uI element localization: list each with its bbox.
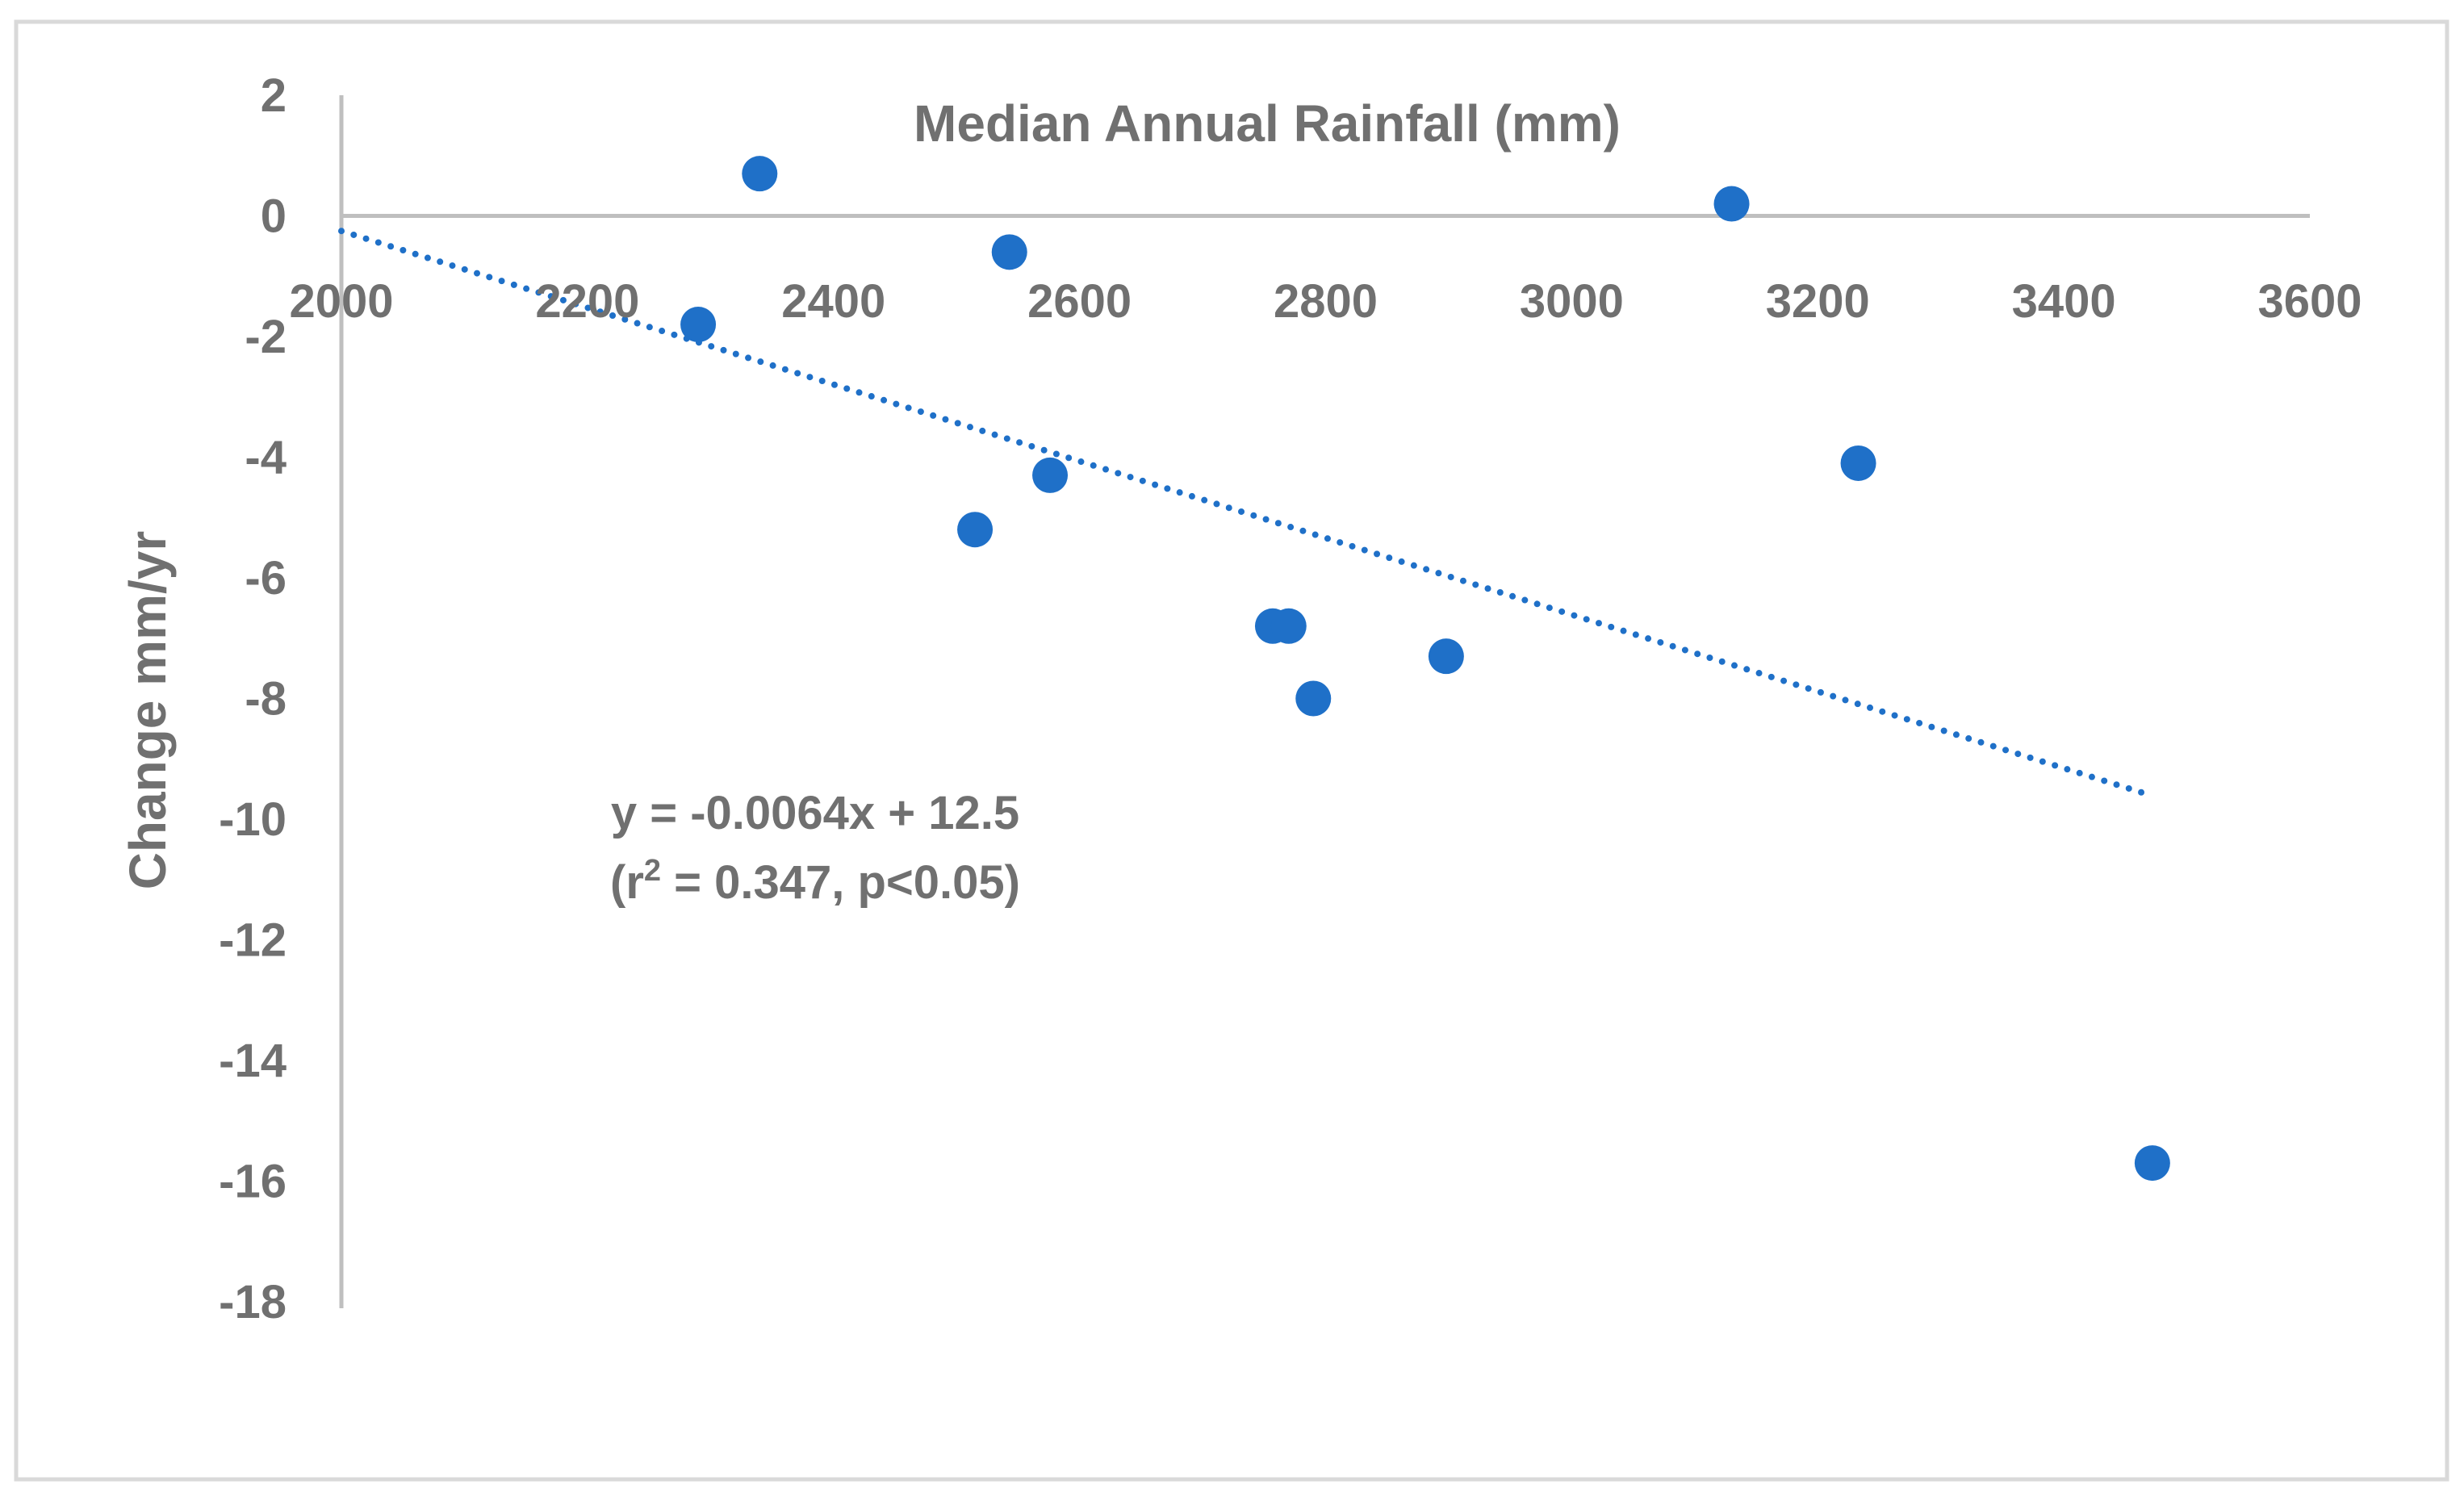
data-point	[1032, 457, 1069, 493]
data-point	[1713, 186, 1750, 222]
data-point	[680, 307, 717, 343]
x-tick-label: 2400	[781, 275, 885, 328]
y-tick-label: 0	[261, 190, 287, 243]
y-tick-label: -4	[245, 432, 287, 484]
x-tick-label: 2200	[535, 275, 639, 328]
y-tick-label: -8	[245, 673, 287, 726]
x-tick-label: 2800	[1274, 275, 1378, 328]
chart-title: Median Annual Rainfall (mm)	[914, 94, 1621, 153]
stats-suffix: = 0.347, p<0.05)	[661, 856, 1020, 909]
data-point	[1270, 608, 1307, 644]
y-tick-label: -14	[219, 1035, 287, 1087]
data-point	[2134, 1145, 2170, 1182]
x-tick-label: 3400	[2012, 275, 2116, 328]
data-point	[1295, 680, 1332, 717]
x-tick-label: 3600	[2257, 275, 2362, 328]
y-tick-label: -6	[245, 552, 287, 604]
y-tick-label: -12	[219, 914, 287, 967]
y-axis-title: Change mm/yr	[119, 531, 177, 890]
stats-superscript: 2	[644, 854, 661, 888]
x-tick-label: 2600	[1027, 275, 1132, 328]
y-tick-label: 2	[261, 69, 287, 122]
data-points-layer	[680, 156, 2170, 1182]
y-tick-label: -18	[219, 1276, 287, 1328]
y-tick-label: -10	[219, 793, 287, 846]
trend-stats: (r2 = 0.347, p<0.05)	[610, 854, 1020, 909]
axes	[339, 95, 2310, 1308]
data-point	[957, 512, 994, 548]
x-tick-label: 2000	[289, 275, 393, 328]
x-tick-label: 3000	[1520, 275, 1624, 328]
data-point	[742, 156, 778, 192]
chart-border	[14, 19, 2449, 1482]
stats-prefix: (r	[610, 856, 644, 909]
x-tick-label: 3200	[1766, 275, 1870, 328]
y-tick-label: -2	[245, 311, 287, 363]
data-point	[1840, 445, 1876, 481]
tick-labels-layer: 2000 2200 2400 2600 2800 3000 3200 3400 3600 2 0 -2…	[219, 69, 2362, 1328]
data-point	[1428, 638, 1464, 675]
trend-equation: y = -0.0064x + 12.5	[611, 787, 1019, 839]
y-tick-label: -16	[219, 1156, 287, 1208]
data-point	[991, 234, 1027, 270]
